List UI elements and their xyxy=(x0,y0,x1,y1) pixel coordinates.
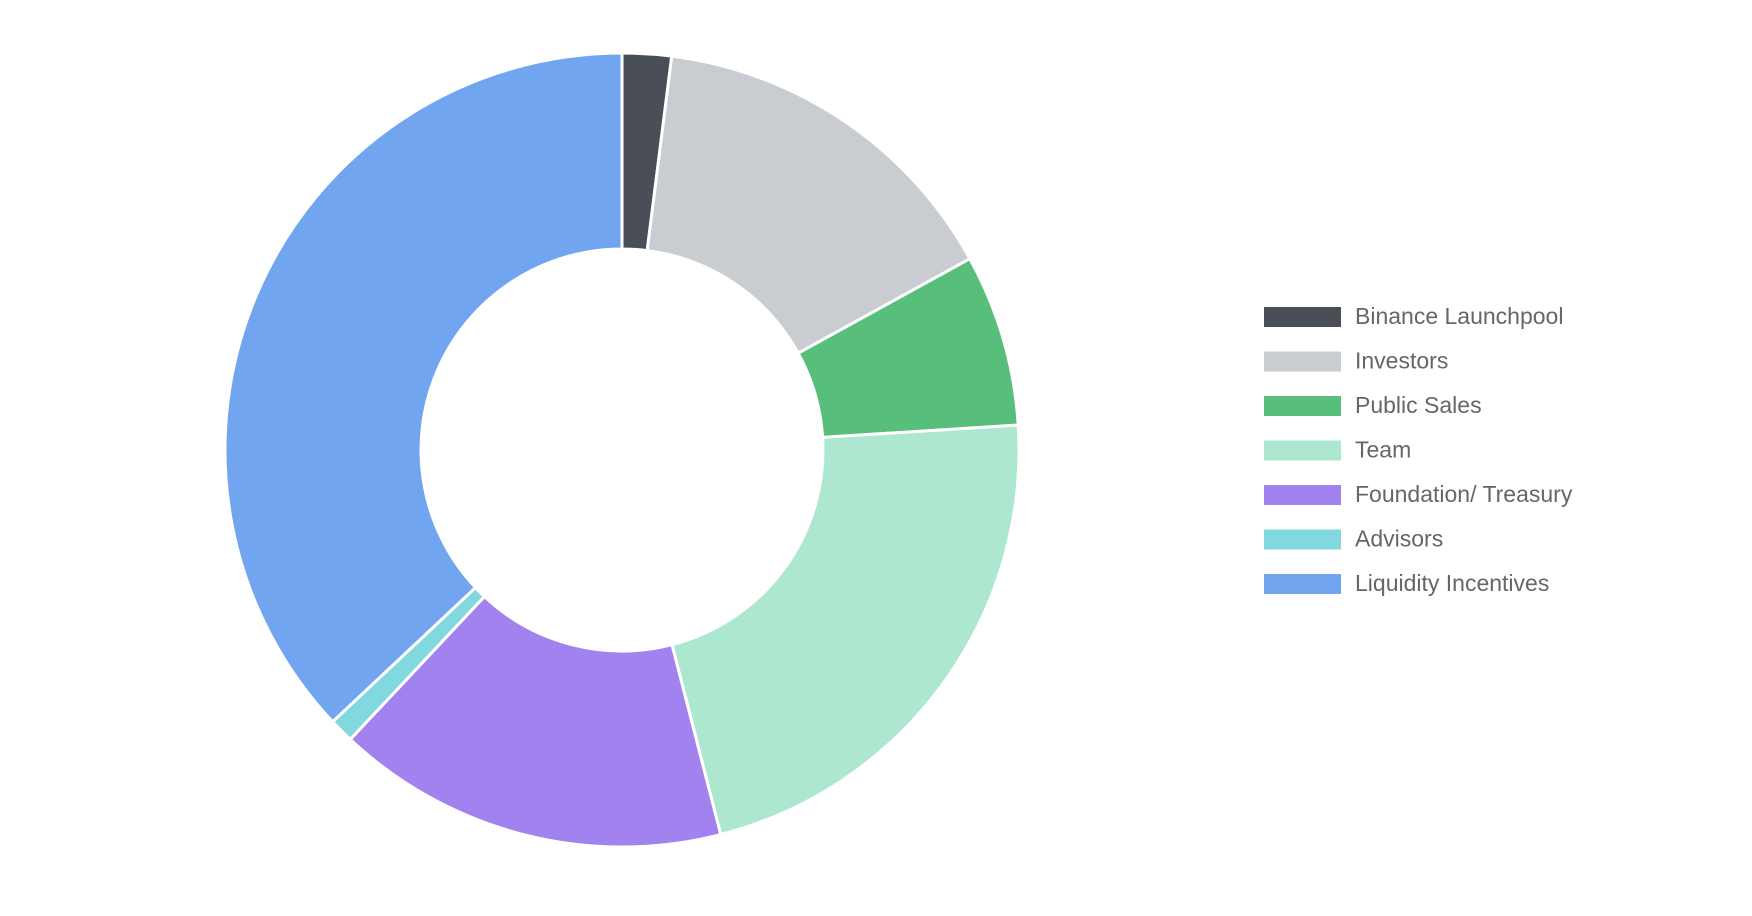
legend-label: Investors xyxy=(1355,348,1448,374)
doughnut-segment xyxy=(223,51,624,724)
doughnut-segment xyxy=(348,594,723,849)
legend-label: Binance Launchpool xyxy=(1355,303,1563,329)
doughnut-segment xyxy=(670,423,1021,837)
legend-swatch xyxy=(1264,307,1341,327)
legend-swatch xyxy=(1264,396,1341,416)
legend-swatch xyxy=(1264,440,1341,461)
legend-swatch xyxy=(1264,351,1341,372)
legend-label: Foundation/ Treasury xyxy=(1355,481,1573,507)
doughnut-segment xyxy=(645,54,972,356)
legend-label: Public Sales xyxy=(1355,392,1482,418)
legend-swatch xyxy=(1264,485,1341,505)
legend-swatch xyxy=(1264,574,1341,594)
legend-swatch xyxy=(1264,529,1341,550)
legend-label: Team xyxy=(1355,437,1411,463)
legend-label: Advisors xyxy=(1355,526,1443,552)
legend-label: Liquidity Incentives xyxy=(1355,570,1549,596)
